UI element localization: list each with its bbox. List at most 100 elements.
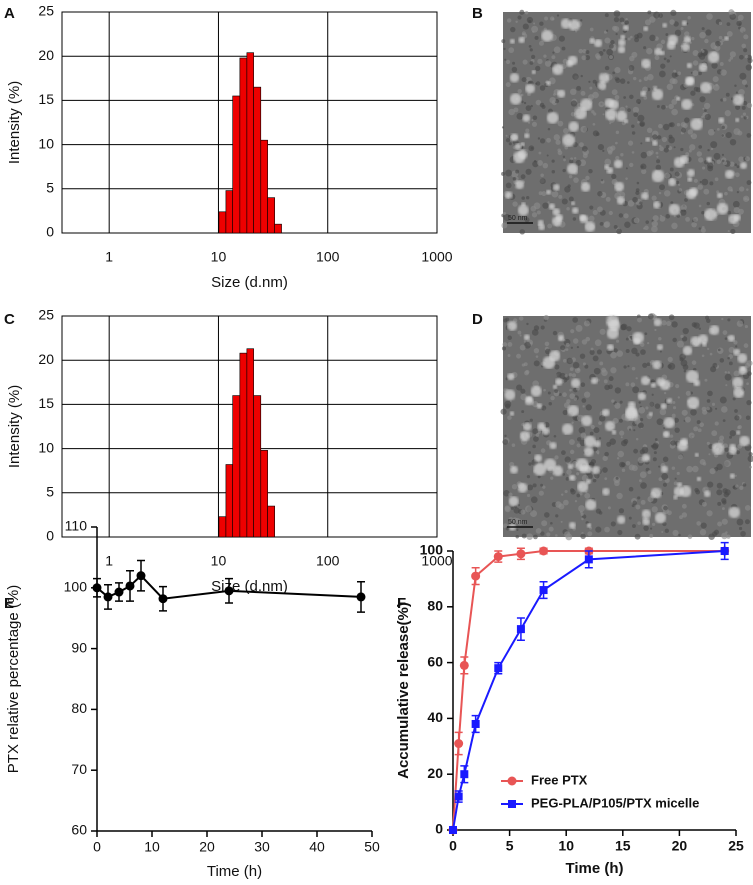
particle (517, 204, 529, 216)
noise (669, 78, 676, 85)
particle (654, 47, 662, 56)
noise (525, 105, 532, 112)
noise (681, 503, 687, 509)
noise (698, 157, 704, 163)
noise (509, 399, 512, 403)
noise (631, 504, 635, 508)
noise (729, 51, 736, 58)
noise (643, 76, 649, 82)
noise (592, 122, 596, 126)
noise (654, 403, 661, 409)
noise (580, 382, 586, 388)
noise (563, 402, 570, 409)
noise (631, 151, 635, 154)
noise (581, 339, 588, 345)
particle (641, 453, 651, 463)
noise (555, 514, 559, 518)
noise (743, 48, 748, 53)
noise (535, 433, 540, 437)
noise (623, 96, 627, 99)
noise (739, 186, 745, 192)
noise (570, 111, 576, 117)
x-tick-label: 1000 (421, 553, 452, 569)
noise (662, 521, 667, 527)
noise (742, 483, 747, 487)
particle (640, 375, 651, 386)
noise (668, 134, 673, 139)
particle (686, 62, 693, 69)
noise (524, 11, 529, 15)
noise (582, 153, 588, 159)
noise (569, 388, 572, 392)
noise (667, 356, 673, 363)
noise (540, 173, 544, 178)
noise (671, 413, 676, 418)
noise (719, 62, 724, 66)
particle (546, 111, 559, 124)
noise (738, 88, 745, 96)
noise (698, 327, 701, 330)
noise (635, 190, 640, 196)
particle (507, 373, 515, 381)
particle (641, 58, 651, 69)
noise (625, 177, 628, 180)
noise (725, 131, 732, 139)
particle (648, 411, 653, 417)
noise (658, 337, 662, 341)
noise (581, 474, 589, 482)
noise (727, 356, 730, 360)
y-tick-label: 10 (38, 439, 54, 455)
particle (534, 454, 543, 463)
noise (734, 409, 738, 413)
noise (744, 55, 749, 59)
noise (531, 54, 536, 59)
noise (613, 16, 620, 23)
noise (598, 101, 605, 108)
noise (645, 406, 649, 410)
noise (671, 321, 678, 328)
noise (738, 54, 744, 60)
noise (721, 317, 724, 321)
noise (672, 337, 677, 343)
noise (618, 418, 623, 423)
tem-image: 50 nm (501, 9, 753, 235)
noise (584, 55, 591, 61)
particle (642, 517, 650, 526)
data-point (103, 592, 113, 602)
particle (505, 191, 513, 199)
noise (532, 444, 536, 449)
noise (704, 378, 708, 382)
noise (699, 529, 707, 536)
noise (665, 144, 670, 149)
noise (727, 318, 731, 322)
noise (740, 530, 746, 537)
noise (651, 506, 658, 513)
noise (712, 76, 719, 83)
noise (610, 351, 617, 359)
noise (635, 188, 640, 192)
particle (718, 117, 725, 124)
particle (514, 143, 522, 150)
noise (721, 406, 728, 413)
noise (717, 501, 722, 506)
particle (687, 176, 693, 182)
particle (509, 465, 519, 474)
histogram-bar (246, 52, 254, 234)
noise (587, 531, 593, 537)
noise (580, 512, 584, 516)
particle (733, 348, 741, 356)
noise (530, 104, 533, 108)
noise (560, 493, 564, 496)
noise (641, 446, 649, 454)
noise (525, 369, 530, 375)
particle (694, 452, 699, 457)
noise (694, 487, 699, 493)
noise (721, 518, 728, 525)
particle (545, 81, 551, 86)
noise (505, 138, 511, 143)
noise (642, 362, 648, 368)
particle (552, 384, 558, 390)
noise (534, 35, 539, 40)
data-point (114, 587, 124, 597)
particle (640, 90, 647, 97)
